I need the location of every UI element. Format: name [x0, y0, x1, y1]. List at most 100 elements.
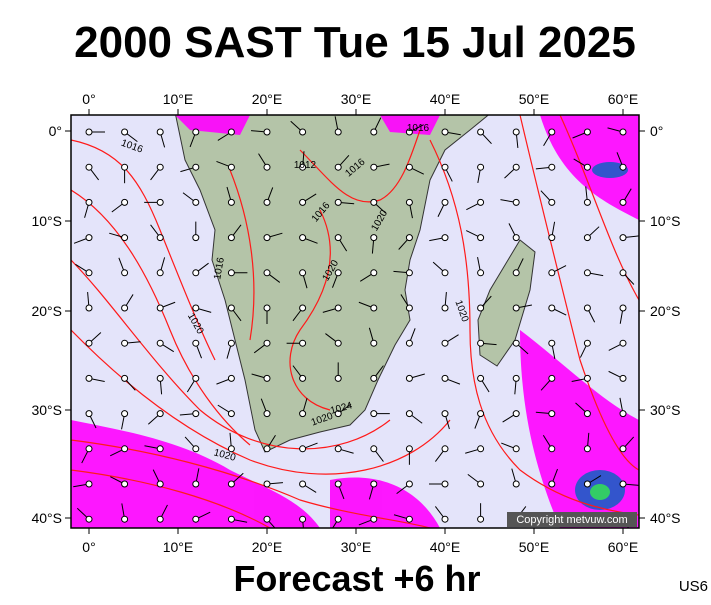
station: [263, 445, 271, 453]
station: [477, 269, 485, 277]
station: [192, 128, 200, 136]
station: [227, 515, 235, 523]
station: [227, 374, 235, 382]
station: [192, 339, 200, 347]
heavy-core: [590, 484, 610, 500]
station: [334, 339, 342, 347]
station: [441, 339, 449, 347]
station: [548, 269, 556, 277]
station: [477, 234, 485, 242]
station: [334, 515, 342, 523]
station: [583, 163, 591, 171]
station: [441, 374, 449, 382]
station: [512, 198, 520, 206]
station: [334, 480, 342, 488]
station: [441, 269, 449, 277]
station: [85, 374, 93, 382]
station: [583, 128, 591, 136]
station: [156, 128, 164, 136]
station: [405, 269, 413, 277]
station: [583, 374, 591, 382]
station: [370, 234, 378, 242]
station: [512, 410, 520, 418]
lon-label: 0°: [82, 91, 95, 107]
lat-label: 30°S: [31, 402, 62, 418]
station: [512, 304, 520, 312]
station: [619, 198, 627, 206]
station: [548, 445, 556, 453]
lat-label: 40°S: [650, 510, 681, 526]
station: [548, 374, 556, 382]
station: [441, 445, 449, 453]
station: [263, 163, 271, 171]
station: [299, 480, 307, 488]
station: [477, 304, 485, 312]
station: [583, 445, 591, 453]
station: [583, 198, 591, 206]
lon-label: 30°E: [341, 91, 372, 107]
copyright-box: [507, 512, 637, 527]
station: [370, 128, 378, 136]
station: [477, 445, 485, 453]
station: [619, 304, 627, 312]
station: [299, 198, 307, 206]
station: [263, 339, 271, 347]
station: [227, 163, 235, 171]
station: [156, 269, 164, 277]
station: [85, 304, 93, 312]
station: [370, 163, 378, 171]
station: [192, 269, 200, 277]
station: [192, 515, 200, 523]
station: [156, 410, 164, 418]
station: [192, 445, 200, 453]
station: [263, 515, 271, 523]
station: [619, 128, 627, 136]
station: [405, 374, 413, 382]
station: [263, 269, 271, 277]
station: [583, 234, 591, 242]
lon-label: 20°E: [252, 539, 283, 555]
isobar-label: 1012: [294, 160, 317, 171]
station: [85, 480, 93, 488]
lon-label: 0°: [82, 539, 95, 555]
station: [583, 269, 591, 277]
station: [477, 410, 485, 418]
lon-label: 40°E: [430, 91, 461, 107]
station: [156, 304, 164, 312]
station: [441, 198, 449, 206]
station: [299, 269, 307, 277]
station: [299, 128, 307, 136]
lat-label: 20°S: [650, 303, 681, 319]
station: [405, 304, 413, 312]
station: [227, 198, 235, 206]
lon-label: 60°E: [608, 91, 639, 107]
station: [334, 410, 342, 418]
station: [512, 234, 520, 242]
station: [405, 234, 413, 242]
station: [477, 515, 485, 523]
station: [227, 269, 235, 277]
station: [192, 198, 200, 206]
station: [85, 269, 93, 277]
station: [370, 410, 378, 418]
station: [85, 234, 93, 242]
station: [548, 163, 556, 171]
station: [441, 234, 449, 242]
station: [263, 410, 271, 418]
station: [121, 163, 129, 171]
station: [619, 339, 627, 347]
station: [192, 234, 200, 242]
station: [227, 445, 235, 453]
station: [334, 445, 342, 453]
station: [121, 304, 129, 312]
station: [299, 234, 307, 242]
station: [227, 234, 235, 242]
lon-label: 10°E: [163, 91, 194, 107]
station: [548, 198, 556, 206]
station: [156, 374, 164, 382]
station: [227, 304, 235, 312]
forecast: Forecast +6 hr: [233, 558, 480, 599]
lon-label: 50°E: [519, 539, 550, 555]
station: [548, 234, 556, 242]
isobar-label: 1016: [407, 123, 430, 134]
